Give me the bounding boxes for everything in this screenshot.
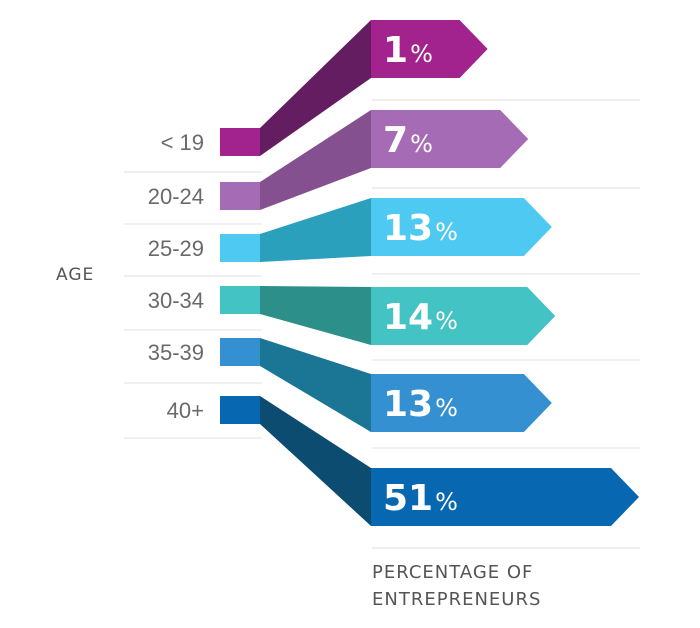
footer-title-line-1: PERCENTAGE OF bbox=[372, 562, 533, 583]
arrow-40 bbox=[371, 468, 639, 526]
arrow-19 bbox=[371, 20, 488, 78]
swatch-20-24 bbox=[220, 182, 260, 210]
arrow-20-24 bbox=[371, 110, 529, 168]
age-label-19: < 19 bbox=[161, 130, 204, 155]
connector-ribbons bbox=[260, 20, 371, 526]
percentage-arrows: 1% 7% 13% 14% 13% 51% bbox=[371, 20, 639, 526]
value-label-20-24: 7% bbox=[383, 120, 433, 161]
connector-19 bbox=[260, 20, 371, 156]
connector-35-39 bbox=[260, 338, 371, 432]
separator-lines bbox=[124, 99, 640, 549]
age-label-30-34: 30-34 bbox=[148, 288, 204, 313]
value-label-40: 51% bbox=[383, 478, 458, 519]
swatch-30-34 bbox=[220, 286, 260, 314]
connector-30-34 bbox=[260, 286, 371, 345]
arrow-25-29 bbox=[371, 198, 552, 256]
age-label-35-39: 35-39 bbox=[148, 340, 204, 365]
age-axis-title: AGE bbox=[56, 265, 94, 285]
arrow-35-39 bbox=[371, 374, 552, 432]
connector-40 bbox=[260, 396, 371, 526]
value-label-30-34: 14% bbox=[383, 297, 458, 338]
swatch-35-39 bbox=[220, 338, 260, 366]
age-label-25-29: 25-29 bbox=[148, 236, 204, 261]
value-label-25-29: 13% bbox=[383, 208, 458, 249]
connector-25-29 bbox=[260, 198, 371, 262]
footer-title-line-2: ENTREPRENEURS bbox=[372, 589, 541, 610]
age-label-40: 40+ bbox=[167, 398, 204, 423]
swatch-25-29 bbox=[220, 234, 260, 262]
arrow-30-34 bbox=[371, 287, 556, 345]
age-label-20-24: 20-24 bbox=[148, 184, 204, 209]
value-label-35-39: 13% bbox=[383, 384, 458, 425]
value-label-19: 1% bbox=[383, 30, 433, 71]
age-labels: < 19 20-24 25-29 30-34 35-39 40+ bbox=[148, 130, 204, 423]
connector-20-24 bbox=[260, 110, 371, 210]
age-swatches bbox=[220, 128, 260, 424]
swatch-19 bbox=[220, 128, 260, 156]
swatch-40 bbox=[220, 396, 260, 424]
